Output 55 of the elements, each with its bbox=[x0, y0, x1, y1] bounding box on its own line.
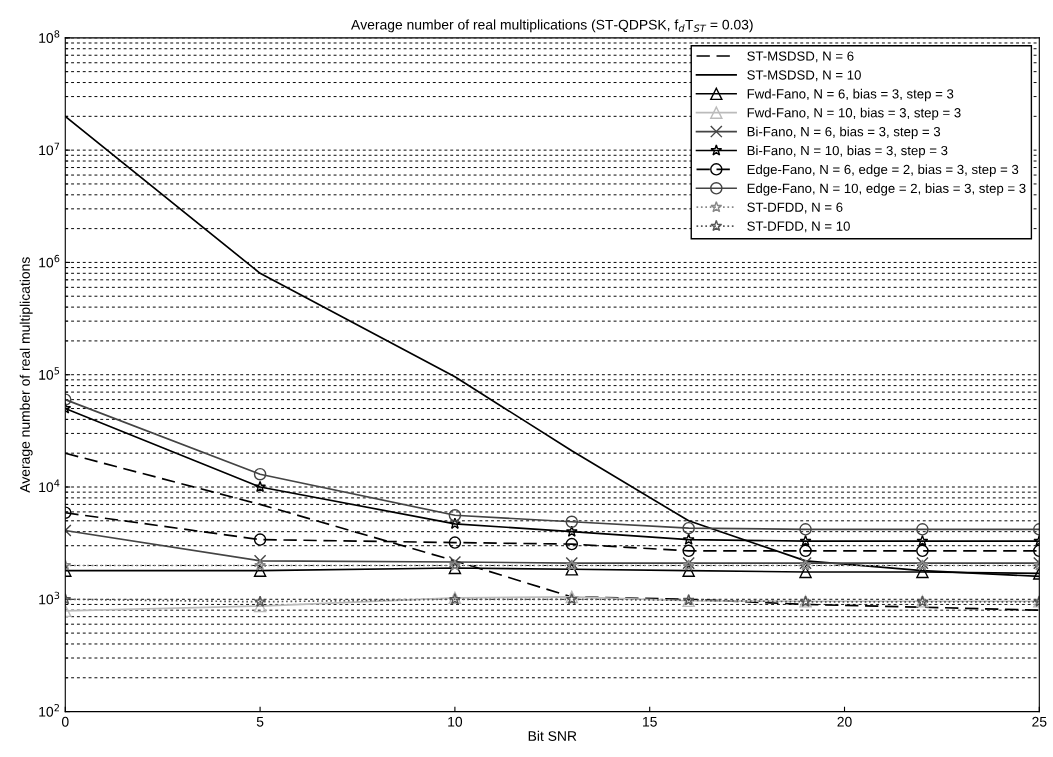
legend-label: ST-DFDD, N = 10 bbox=[747, 221, 850, 233]
y-tick-label: 10$^{2}$ bbox=[39, 703, 59, 717]
point bbox=[799, 534, 812, 547]
point bbox=[448, 559, 461, 571]
point bbox=[682, 544, 695, 558]
point bbox=[448, 517, 461, 530]
legend-label: ST-DFDD, N = 6 bbox=[747, 202, 843, 214]
point bbox=[448, 509, 462, 522]
x-tick-label: 10 bbox=[448, 716, 463, 727]
x-tick-label: 0 bbox=[61, 716, 69, 727]
y-tick-label: 10$^{7}$ bbox=[39, 142, 60, 156]
legend-label: Bi-Fano, N = 6, bias = 3, step = 3 bbox=[747, 126, 941, 139]
chart-title: Average number of real multiplications (ST-QDPSK, f$_{d}$T$_{ST}$ = 0.03) bbox=[351, 19, 753, 33]
point bbox=[565, 525, 578, 537]
point bbox=[565, 515, 579, 529]
legend-label: Fwd-Fano, N = 10, bias = 3, step = 3 bbox=[747, 107, 961, 121]
point bbox=[565, 537, 579, 551]
point bbox=[254, 480, 267, 493]
point bbox=[799, 565, 812, 579]
point bbox=[448, 561, 462, 575]
y-tick-label: 10$^{4}$ bbox=[39, 479, 60, 493]
point bbox=[253, 599, 267, 613]
point bbox=[799, 544, 812, 558]
point bbox=[916, 544, 929, 558]
point bbox=[799, 523, 812, 536]
point bbox=[254, 559, 267, 571]
legend-label: Edge-Fano, N = 6, edge = 2, bias = 3, step = 3 bbox=[747, 164, 1019, 177]
legend-label: ST-MSDSD, N = 10 bbox=[747, 70, 861, 82]
point bbox=[682, 521, 695, 535]
x-tick-label: 25 bbox=[1032, 716, 1047, 727]
x-tick-label: 5 bbox=[256, 716, 264, 727]
point bbox=[448, 536, 462, 549]
point bbox=[254, 595, 267, 607]
x-axis-title: Bit SNR bbox=[528, 730, 577, 741]
point bbox=[916, 534, 929, 547]
point bbox=[253, 554, 267, 568]
y-tick-label: 10$^{5}$ bbox=[39, 367, 60, 380]
point bbox=[565, 563, 579, 576]
y-tick-label: 10$^{3}$ bbox=[39, 591, 60, 605]
y-tick-label: 10$^{6}$ bbox=[39, 254, 60, 268]
x-tick-label: 15 bbox=[643, 716, 657, 727]
point bbox=[253, 533, 267, 546]
point bbox=[682, 533, 695, 545]
y-axis-title: Average number of real multiplications bbox=[19, 257, 33, 493]
legend-label: Edge-Fano, N = 10, edge = 2, bias = 3, step = 3 bbox=[747, 183, 1026, 196]
point bbox=[916, 565, 929, 579]
y-tick-label: 10$^{8}$ bbox=[39, 30, 60, 43]
point bbox=[916, 523, 929, 536]
x-tick-label: 20 bbox=[837, 716, 852, 727]
point bbox=[682, 564, 695, 577]
point bbox=[253, 564, 267, 577]
legend-label: ST-MSDSD, N = 6 bbox=[747, 51, 854, 63]
legend-label: Bi-Fano, N = 10, bias = 3, step = 3 bbox=[747, 145, 948, 158]
point bbox=[253, 467, 267, 481]
legend-label: Fwd-Fano, N = 6, bias = 3, step = 3 bbox=[747, 88, 954, 102]
